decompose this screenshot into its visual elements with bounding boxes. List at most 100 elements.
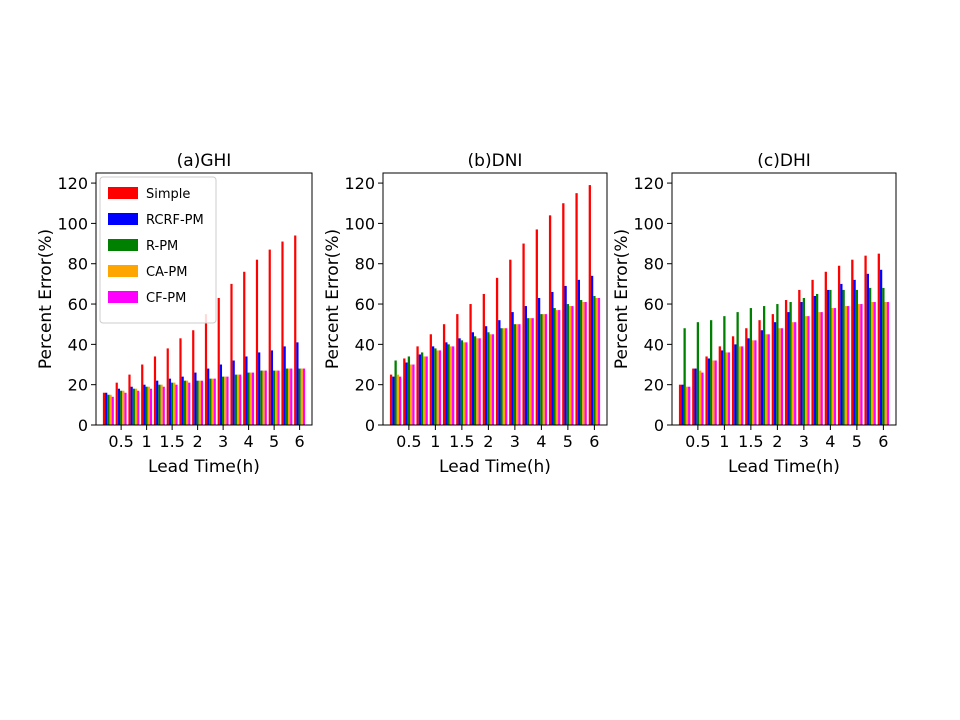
bar-b-simple-2 <box>482 293 485 425</box>
bar-c-simple-5 <box>851 259 854 425</box>
bar-b-simple-4 <box>535 229 538 425</box>
x-tick-label-a-3: 3 <box>218 432 228 451</box>
bar-c-rcrf-pm-2.5 <box>787 312 790 425</box>
y-tick-label-b-40: 40 <box>355 335 375 354</box>
bar-c-simple-3.5 <box>811 279 814 425</box>
x-tick-label-a-5: 5 <box>269 432 279 451</box>
bar-c-ca-pm-0.25 <box>685 386 689 425</box>
bar-c-simple-1.75 <box>758 320 761 425</box>
bar-b-cf-pm-1.5 <box>465 342 468 425</box>
bar-b-simple-1 <box>429 334 432 425</box>
bar-b-r-pm-6 <box>593 295 596 425</box>
bar-b-cf-pm-1.75 <box>478 338 481 425</box>
bar-b-simple-2.5 <box>495 277 499 425</box>
bar-c-rcrf-pm-6 <box>879 269 883 425</box>
bar-c-ca-pm-5 <box>858 304 861 425</box>
bar-b-simple-1.75 <box>469 304 472 425</box>
bar-c-simple-5.5 <box>864 255 867 425</box>
bar-a-rcrf-pm-4 <box>245 356 248 425</box>
bar-c-r-pm-4 <box>829 289 832 425</box>
bar-a-cf-pm-5 <box>277 370 280 425</box>
chart-panel-a: 0 20 40 60 80 100 120 0.5 1 1.5 2 3 4 5 6 (a)GHI Lead Ti… <box>36 151 313 477</box>
bar-b-cf-pm-3.5 <box>531 318 534 425</box>
bar-b-simple-3.5 <box>522 243 525 425</box>
bar-a-cf-pm-3 <box>226 376 229 425</box>
bar-a-rcrf-pm-5 <box>270 350 274 425</box>
bar-c-ca-pm-2.5 <box>791 322 795 425</box>
bar-a-simple-5.5 <box>281 241 284 425</box>
bar-c-cf-pm-4 <box>833 308 837 425</box>
x-tick-label-a-0.5: 0.5 <box>108 432 133 451</box>
bar-b-ca-pm-6 <box>595 297 598 425</box>
bar-b-rcrf-pm-2 <box>484 326 488 425</box>
bar-b-ca-pm-2.5 <box>502 328 506 425</box>
bar-b-ca-pm-0.25 <box>396 374 400 425</box>
x-tick-label-a-4: 4 <box>244 432 254 451</box>
bar-b-r-pm-4.5 <box>553 308 556 425</box>
y-tick-label-b-80: 80 <box>355 255 375 274</box>
bar-a-simple-4 <box>243 271 246 425</box>
bar-c-rcrf-pm-2 <box>773 322 777 425</box>
bar-c-ca-pm-1.75 <box>765 334 768 425</box>
bar-a-r-pm-1.75 <box>183 380 186 425</box>
bar-b-rcrf-pm-4 <box>537 297 541 425</box>
bar-a-ca-pm-1.75 <box>185 380 189 425</box>
bar-c-ca-pm-4.5 <box>844 306 848 425</box>
legend-swatch-rcrf-pm <box>108 213 138 225</box>
bar-c-r-pm-6 <box>882 287 885 425</box>
bar-a-simple-0.75 <box>128 374 131 425</box>
y-tick-label-a-40: 40 <box>68 335 88 354</box>
legend: Simple RCRF-PM R-PM CA-PM CF-PM <box>99 176 217 324</box>
bar-a-cf-pm-2 <box>200 380 204 425</box>
bar-c-r-pm-1.25 <box>736 312 739 425</box>
bar-c-rcrf-pm-3 <box>800 302 803 425</box>
bar-c-cf-pm-1.75 <box>767 334 770 425</box>
bar-c-simple-4 <box>824 271 827 425</box>
bar-a-simple-2 <box>192 330 195 425</box>
y-tick-label-b-20: 20 <box>355 376 375 395</box>
y-axis-label-b: Percent Error(%) <box>323 229 343 369</box>
y-tick-label-b-60: 60 <box>355 295 375 314</box>
bar-b-r-pm-5 <box>566 304 570 425</box>
bar-a-r-pm-6 <box>298 368 301 425</box>
bar-c-simple-0.75 <box>705 356 708 425</box>
bar-b-cf-pm-0.5 <box>412 364 415 425</box>
bar-a-r-pm-0.5 <box>120 390 123 425</box>
bar-b-r-pm-4 <box>540 314 543 425</box>
bar-b-cf-pm-1.25 <box>452 346 455 425</box>
panel-title-a: (a)GHI <box>177 151 232 171</box>
x-tick-label-b-4: 4 <box>536 432 546 451</box>
bar-c-ca-pm-1.5 <box>752 340 755 425</box>
bar-c-simple-0.5 <box>692 368 695 425</box>
bar-b-cf-pm-0.75 <box>425 356 428 425</box>
bar-b-r-pm-1.25 <box>447 344 450 425</box>
bar-a-rcrf-pm-6 <box>296 342 299 425</box>
bar-a-r-pm-3 <box>222 376 225 425</box>
x-tick-label-c-5: 5 <box>852 432 862 451</box>
axes-frame-a <box>95 172 313 426</box>
x-tick-label-c-3: 3 <box>799 432 809 451</box>
bar-b-rcrf-pm-1.25 <box>445 342 448 425</box>
bar-c-cf-pm-2 <box>780 328 784 425</box>
bar-c-rcrf-pm-0.5 <box>694 368 697 425</box>
bar-a-ca-pm-2 <box>198 380 201 425</box>
bar-a-cf-pm-2.5 <box>213 378 216 425</box>
bar-a-r-pm-0.75 <box>132 388 135 425</box>
bar-b-rcrf-pm-1 <box>431 346 435 425</box>
bar-c-cf-pm-2.5 <box>794 322 797 425</box>
bar-a-simple-1 <box>141 364 144 425</box>
bar-a-cf-pm-6 <box>302 368 306 425</box>
bar-c-r-pm-1 <box>723 316 726 425</box>
bar-a-rcrf-pm-0.75 <box>130 386 133 425</box>
y-tick-label-b-0: 0 <box>365 416 375 435</box>
x-tick-label-c-2: 2 <box>772 432 782 451</box>
bar-a-ca-pm-4.5 <box>262 370 265 425</box>
x-tick-label-c-0.5: 0.5 <box>685 432 710 451</box>
bar-a-rcrf-pm-2 <box>194 372 197 425</box>
bar-a-r-pm-3.5 <box>234 374 237 425</box>
panel-title-b: (b)DNI <box>468 151 523 171</box>
bar-b-ca-pm-0.5 <box>410 364 413 425</box>
bar-c-ca-pm-6 <box>884 302 887 425</box>
axes-frame-b <box>382 172 608 426</box>
bar-a-ca-pm-1.25 <box>160 384 163 425</box>
